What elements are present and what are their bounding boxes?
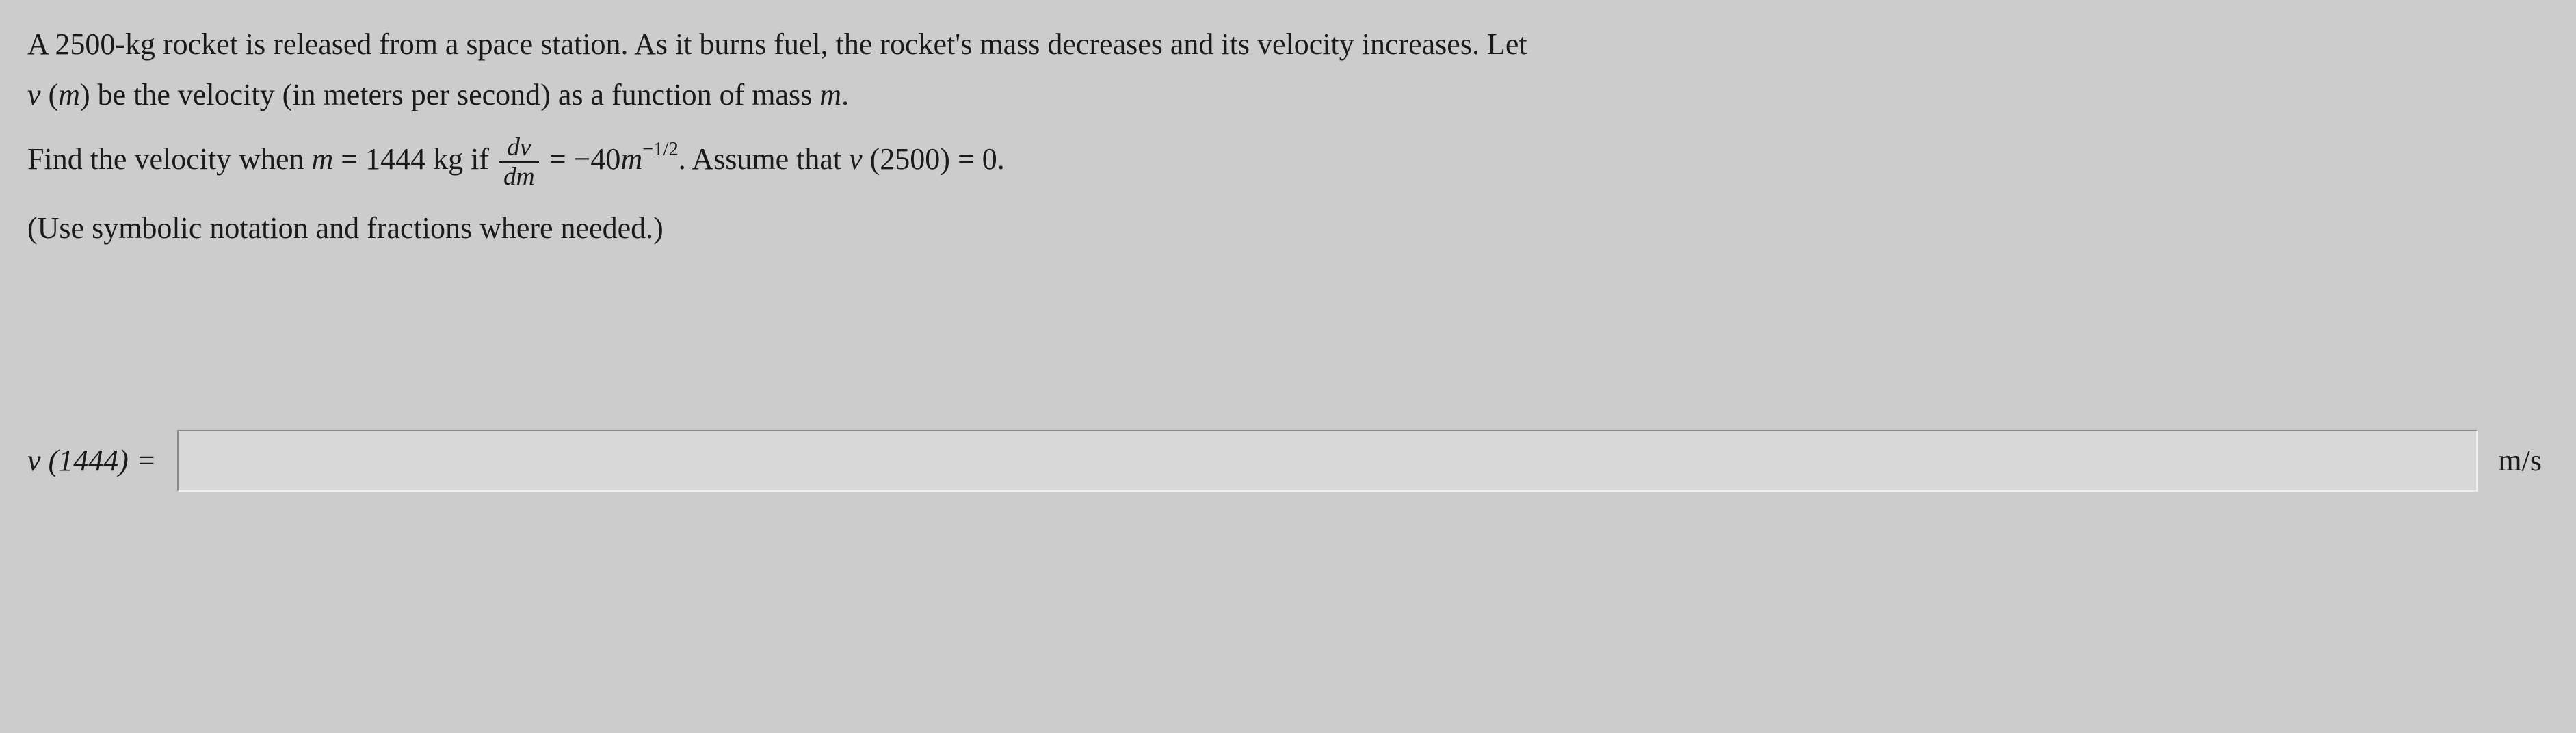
variable-v: v	[27, 444, 41, 477]
variable-m: m	[58, 78, 80, 111]
text-segment: = 1444 kg if	[333, 142, 497, 176]
variable-v: v	[849, 142, 863, 176]
variable-v: v	[27, 78, 41, 111]
text-segment: .	[841, 78, 849, 111]
fraction-dvdm: dvdm	[499, 133, 539, 191]
answer-label: v (1444) =	[27, 437, 157, 485]
problem-line-2: v (m) be the velocity (in meters per sec…	[27, 71, 2549, 119]
fraction-denominator: dm	[499, 163, 539, 191]
problem-line-3: Find the velocity when m = 1444 kg if dv…	[27, 133, 2549, 191]
text-segment: Find the velocity when	[27, 142, 312, 176]
text-segment: = −40	[542, 142, 621, 176]
text-segment: (1444) =	[41, 444, 157, 477]
text-segment: (2500) = 0.	[863, 142, 1005, 176]
problem-line-1: A 2500-kg rocket is released from a spac…	[27, 21, 2549, 68]
instruction-text: (Use symbolic notation and fractions whe…	[27, 204, 2549, 252]
exponent: −1/2	[642, 139, 679, 160]
text-segment: (	[41, 78, 59, 111]
variable-m: m	[620, 142, 642, 176]
answer-input[interactable]	[177, 430, 2478, 492]
unit-label: m/s	[2498, 437, 2549, 485]
variable-m: m	[819, 78, 841, 111]
variable-m: m	[312, 142, 334, 176]
answer-row: v (1444) = m/s	[27, 430, 2549, 492]
fraction-numerator: dv	[499, 133, 539, 163]
text-segment: A 2500-kg rocket is released from a spac…	[27, 27, 1527, 61]
problem-statement: A 2500-kg rocket is released from a spac…	[27, 21, 2549, 252]
text-segment: ) be the velocity (in meters per second)…	[80, 78, 819, 111]
text-segment: . Assume that	[679, 142, 849, 176]
